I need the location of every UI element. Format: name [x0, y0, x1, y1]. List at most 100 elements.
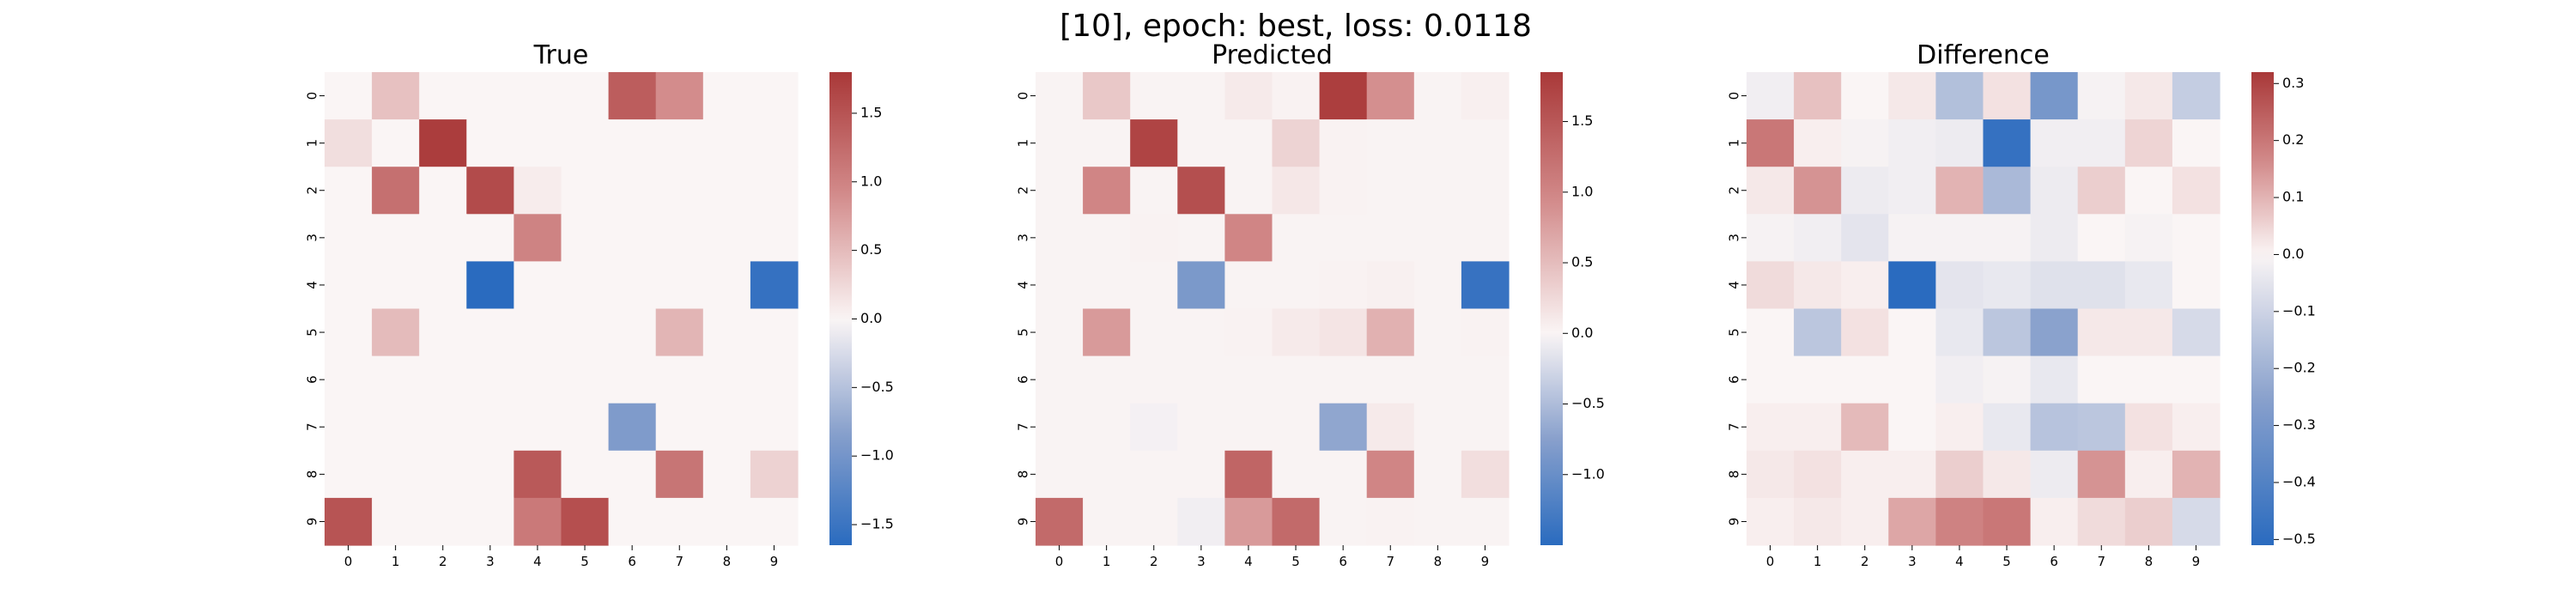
- heatmap-cell: [1983, 72, 2032, 120]
- heatmap-cell: [1413, 450, 1462, 499]
- heatmap-cell: [608, 119, 657, 167]
- heatmap-cell: [2030, 450, 2079, 499]
- colorbar-3: 0.3 0.2 0.1 0.0 −0.1 −0.2 −0.3 −0.4 −0.5: [2251, 72, 2316, 547]
- heatmap-cell: [1130, 403, 1178, 452]
- x-tick-label: 7: [2097, 554, 2105, 569]
- heatmap-cell: [2030, 214, 2079, 262]
- colorbar-tick-label: −0.5: [1571, 395, 1605, 411]
- heatmap-cell: [1319, 214, 1368, 262]
- x-tick-label: 3: [1908, 554, 1917, 569]
- x-tick-label: 0: [1766, 554, 1775, 569]
- heatmap-cell: [1083, 214, 1131, 262]
- heatmap-cell: [655, 72, 704, 120]
- heatmap-cell: [1319, 403, 1368, 452]
- heatmap-cell: [513, 497, 562, 546]
- y-tick-label: 6: [305, 375, 320, 384]
- heatmap-cell: [1747, 308, 1795, 357]
- heatmap-cell: [608, 261, 657, 310]
- heatmap-cell: [1794, 72, 1842, 120]
- heatmap-cell: [750, 119, 799, 167]
- colorbar-tick-label: 1.5: [1571, 112, 1593, 129]
- heatmap-cell: [655, 497, 704, 546]
- heatmap-cell: [1177, 497, 1225, 546]
- heatmap-cell: [466, 167, 514, 215]
- heatmap-cell: [325, 167, 373, 215]
- heatmap-cell: [1983, 167, 2032, 215]
- heatmap-cell: [1888, 355, 1936, 404]
- heatmap-cell: [1888, 403, 1936, 452]
- heatmap-cell: [1224, 167, 1273, 215]
- heatmap-cell: [2030, 72, 2079, 120]
- heatmap-cell: [1888, 497, 1936, 546]
- heatmap-cell: [1177, 72, 1225, 120]
- heatmap-cell: [1747, 261, 1795, 310]
- heatmap-cell: [2124, 261, 2173, 310]
- y-tick-label: 9: [1727, 518, 1742, 526]
- heatmap-cell: [419, 450, 467, 499]
- heatmap-cell: [1935, 119, 1984, 167]
- panel-title-2: Predicted: [1212, 40, 1333, 70]
- heatmap-cells: [1747, 72, 2221, 546]
- heatmap-cell: [1983, 308, 2032, 357]
- heatmap-cell: [655, 355, 704, 404]
- heatmap-cell: [1130, 308, 1178, 357]
- colorbar-tick-label: 0.5: [1571, 254, 1593, 270]
- heatmap-cells: [1036, 72, 1510, 546]
- x-tick-label: 6: [2050, 554, 2058, 569]
- heatmap-cell: [1036, 119, 1084, 167]
- heatmap-cell: [1747, 497, 1795, 546]
- y-tick-label: 3: [305, 234, 320, 242]
- heatmap-cell: [655, 403, 704, 452]
- colorbar-tick-label: −0.4: [2282, 473, 2316, 489]
- heatmap-cell: [1794, 450, 1842, 499]
- heatmap-cell: [702, 167, 751, 215]
- heatmap-cell: [1036, 355, 1084, 404]
- heatmap-cell: [608, 308, 657, 357]
- heatmap-cell: [1083, 261, 1131, 310]
- heatmap-cell: [1935, 450, 1984, 499]
- heatmap-cell: [1983, 261, 2032, 310]
- heatmap-cell: [2124, 72, 2173, 120]
- heatmap-cell: [1747, 167, 1795, 215]
- heatmap-cell: [1366, 261, 1415, 310]
- y-tick-label: 9: [1016, 518, 1031, 526]
- heatmap-cell: [2124, 167, 2173, 215]
- heatmap-cell: [750, 261, 799, 310]
- colorbar-tick-label: 0.1: [2282, 189, 2304, 205]
- heatmap-cell: [2124, 214, 2173, 262]
- heatmap-cell: [561, 119, 610, 167]
- heatmap-cell: [2124, 119, 2173, 167]
- heatmap-cell: [2172, 403, 2221, 452]
- heatmap-cell: [1177, 214, 1225, 262]
- heatmap-cell: [466, 214, 514, 262]
- heatmap-cell: [1224, 72, 1273, 120]
- heatmap-cell: [372, 497, 420, 546]
- x-tick-label: 6: [628, 554, 636, 569]
- heatmap-cell: [1366, 497, 1415, 546]
- heatmap-cell: [2030, 261, 2079, 310]
- colorbar-tick-label: −0.1: [2282, 302, 2316, 319]
- heatmap-cell: [2030, 497, 2079, 546]
- heatmap-cell: [1841, 355, 1889, 404]
- heatmap-cell: [2030, 167, 2079, 215]
- heatmap-cell: [1272, 167, 1321, 215]
- y-tick-label: 5: [1016, 328, 1031, 337]
- heatmap-cell: [1130, 450, 1178, 499]
- heatmap-cell: [419, 403, 467, 452]
- heatmap-cell: [1319, 261, 1368, 310]
- heatmap-cell: [1177, 355, 1225, 404]
- x-tick-label: 8: [2145, 554, 2154, 569]
- heatmap-cell: [2172, 497, 2221, 546]
- heatmap-cell: [1272, 261, 1321, 310]
- heatmap-cell: [702, 450, 751, 499]
- x-tick-label: 1: [1103, 554, 1111, 569]
- heatmap-cell: [1794, 403, 1842, 452]
- heatmap-cell: [1747, 355, 1795, 404]
- heatmap-cell: [372, 403, 420, 452]
- heatmap-cell: [1461, 214, 1510, 262]
- heatmap-cell: [419, 72, 467, 120]
- heatmap-cell: [1935, 167, 1984, 215]
- heatmap-cell: [1130, 497, 1178, 546]
- heatmap-cell: [1130, 261, 1178, 310]
